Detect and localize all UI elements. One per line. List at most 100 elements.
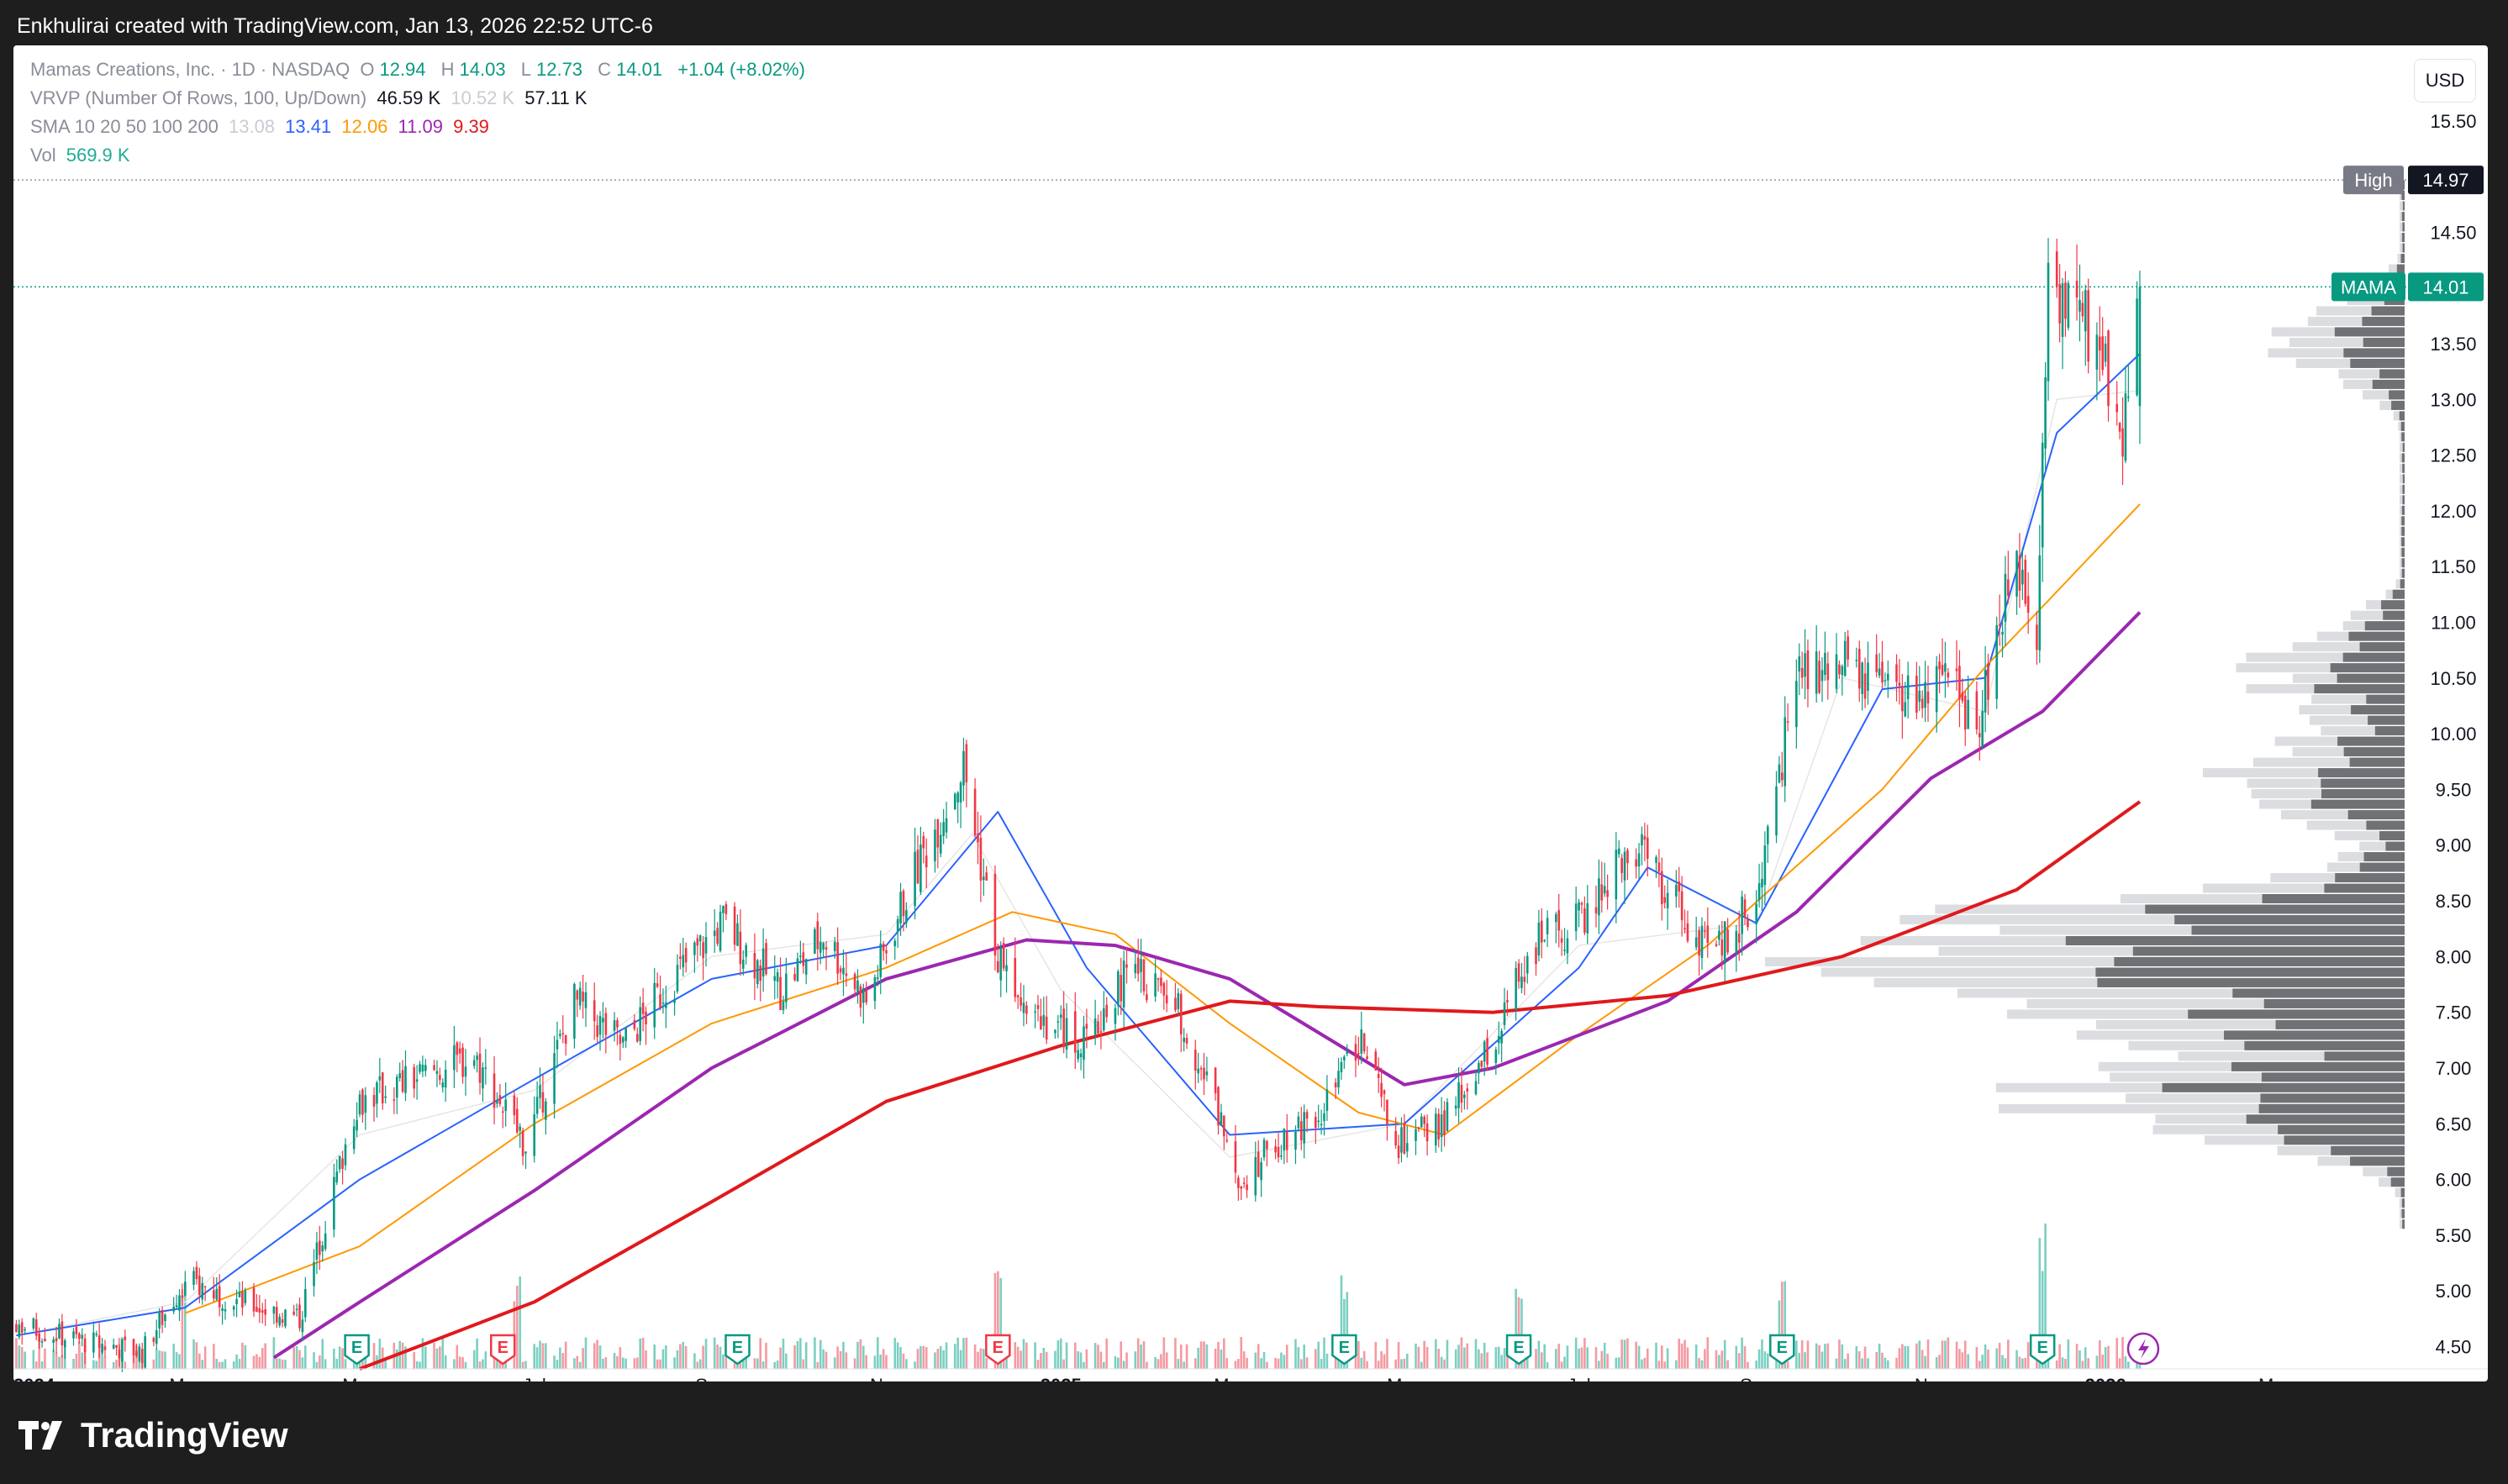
volume-bar — [34, 1361, 38, 1369]
candle-body — [2038, 555, 2042, 650]
candle-body — [1857, 649, 1861, 689]
volume-bar — [1737, 1353, 1741, 1369]
volume-bar — [1022, 1339, 1025, 1369]
volume-bar — [195, 1342, 198, 1369]
volume-bar — [1079, 1352, 1083, 1369]
volume-bar — [419, 1361, 421, 1369]
volume-bar — [1417, 1346, 1420, 1369]
candle-body — [1867, 662, 1869, 692]
y-tick-label: 10.50 — [2430, 668, 2476, 689]
earnings-marker[interactable]: E — [1331, 1334, 1357, 1366]
currency-button[interactable]: USD — [2414, 59, 2476, 103]
candle-body — [1706, 925, 1710, 943]
candle-body — [593, 1000, 596, 1022]
volume-bar — [1237, 1359, 1240, 1369]
earnings-label: E — [732, 1339, 743, 1357]
volume-bar — [782, 1339, 785, 1369]
volume-bar — [1517, 1297, 1520, 1369]
volume-bar — [2127, 1361, 2130, 1369]
volume-bar — [218, 1361, 221, 1369]
candle-body — [1197, 1068, 1199, 1074]
candle-body — [1400, 1127, 1403, 1153]
candle-body — [636, 1034, 639, 1042]
candle-body — [81, 1334, 84, 1339]
volume-bar — [1815, 1343, 1818, 1369]
volume-bar — [916, 1349, 919, 1369]
profile-row — [2334, 831, 2405, 841]
earnings-label: E — [351, 1339, 362, 1357]
candle-body — [1523, 976, 1526, 982]
candle-body — [372, 1095, 376, 1107]
volume-bar — [1978, 1360, 1981, 1369]
earnings-marker[interactable]: E — [2029, 1334, 2056, 1366]
volume-bar — [922, 1345, 925, 1369]
candle-body — [985, 872, 988, 881]
candle-body — [238, 1291, 241, 1297]
earnings-marker[interactable]: E — [985, 1334, 1011, 1366]
volume-bar — [1706, 1337, 1710, 1369]
candle-body — [1262, 1139, 1266, 1158]
candle-body — [785, 973, 788, 1002]
earnings-label: E — [498, 1339, 508, 1357]
volume-bar — [1961, 1352, 1964, 1369]
volume-bar — [1784, 1281, 1787, 1369]
earnings-marker[interactable]: E — [1505, 1334, 1532, 1366]
volume-bar — [553, 1355, 556, 1369]
candle-body — [401, 1070, 404, 1092]
volume-bar — [1454, 1349, 1457, 1369]
candle-body — [1446, 1102, 1449, 1132]
candle-body — [659, 994, 661, 1008]
volume-bar — [482, 1359, 484, 1369]
candle-body — [1077, 1050, 1079, 1060]
volume-bar — [1995, 1348, 1999, 1369]
volume-bar — [252, 1355, 256, 1369]
volume-bar — [341, 1348, 344, 1369]
tradingview-logo[interactable]: TradingView — [18, 1415, 288, 1455]
profile-row-up — [2401, 453, 2405, 463]
volume-bar — [1818, 1345, 1820, 1369]
candle-body — [1420, 1116, 1423, 1128]
open-label: O — [360, 59, 375, 80]
candle-body — [324, 1234, 327, 1250]
last-price-label: MAMA 14.01 — [2331, 272, 2484, 302]
profile-row-up — [2402, 222, 2405, 232]
candle-body — [977, 833, 979, 843]
volume-bar — [1380, 1350, 1383, 1369]
x-tick-label: Nov — [1915, 1375, 1947, 1381]
profile-row — [2400, 1219, 2405, 1229]
volume-bar — [1580, 1347, 1583, 1369]
profile-row-up — [2379, 831, 2405, 841]
candle-body — [281, 1318, 284, 1323]
candle-body — [1214, 1067, 1217, 1093]
symbol-tag-box — [2331, 272, 2405, 302]
earnings-marker[interactable]: E — [1769, 1334, 1795, 1366]
volume-bar — [1146, 1361, 1148, 1369]
volume-bar — [456, 1345, 459, 1369]
earnings-marker[interactable]: E — [724, 1334, 751, 1366]
high-label-text: High — [2354, 170, 2392, 191]
earnings-marker[interactable]: E — [490, 1334, 516, 1366]
volume-bar — [1998, 1342, 2001, 1369]
candle-body — [1818, 660, 1820, 693]
volume-bar — [338, 1346, 341, 1369]
candle-body — [213, 1290, 215, 1299]
volume-bar — [1715, 1350, 1718, 1369]
vrvp-total-volume: 57.11 K — [524, 87, 587, 108]
candle-body — [1641, 834, 1643, 846]
volume-bar — [1967, 1354, 1969, 1369]
candle-body — [192, 1271, 195, 1285]
candle-body — [1154, 973, 1157, 997]
volume-bar — [1520, 1298, 1523, 1369]
candle-body — [1140, 959, 1142, 972]
candle-body — [1005, 965, 1008, 971]
volume-bar — [1603, 1342, 1606, 1369]
earnings-marker[interactable]: E — [344, 1334, 370, 1366]
candle-body — [1323, 1113, 1325, 1122]
candle-body — [741, 959, 745, 969]
candle-body — [1906, 675, 1910, 700]
volume-bar — [2081, 1360, 2084, 1369]
volume-bar — [101, 1350, 103, 1369]
